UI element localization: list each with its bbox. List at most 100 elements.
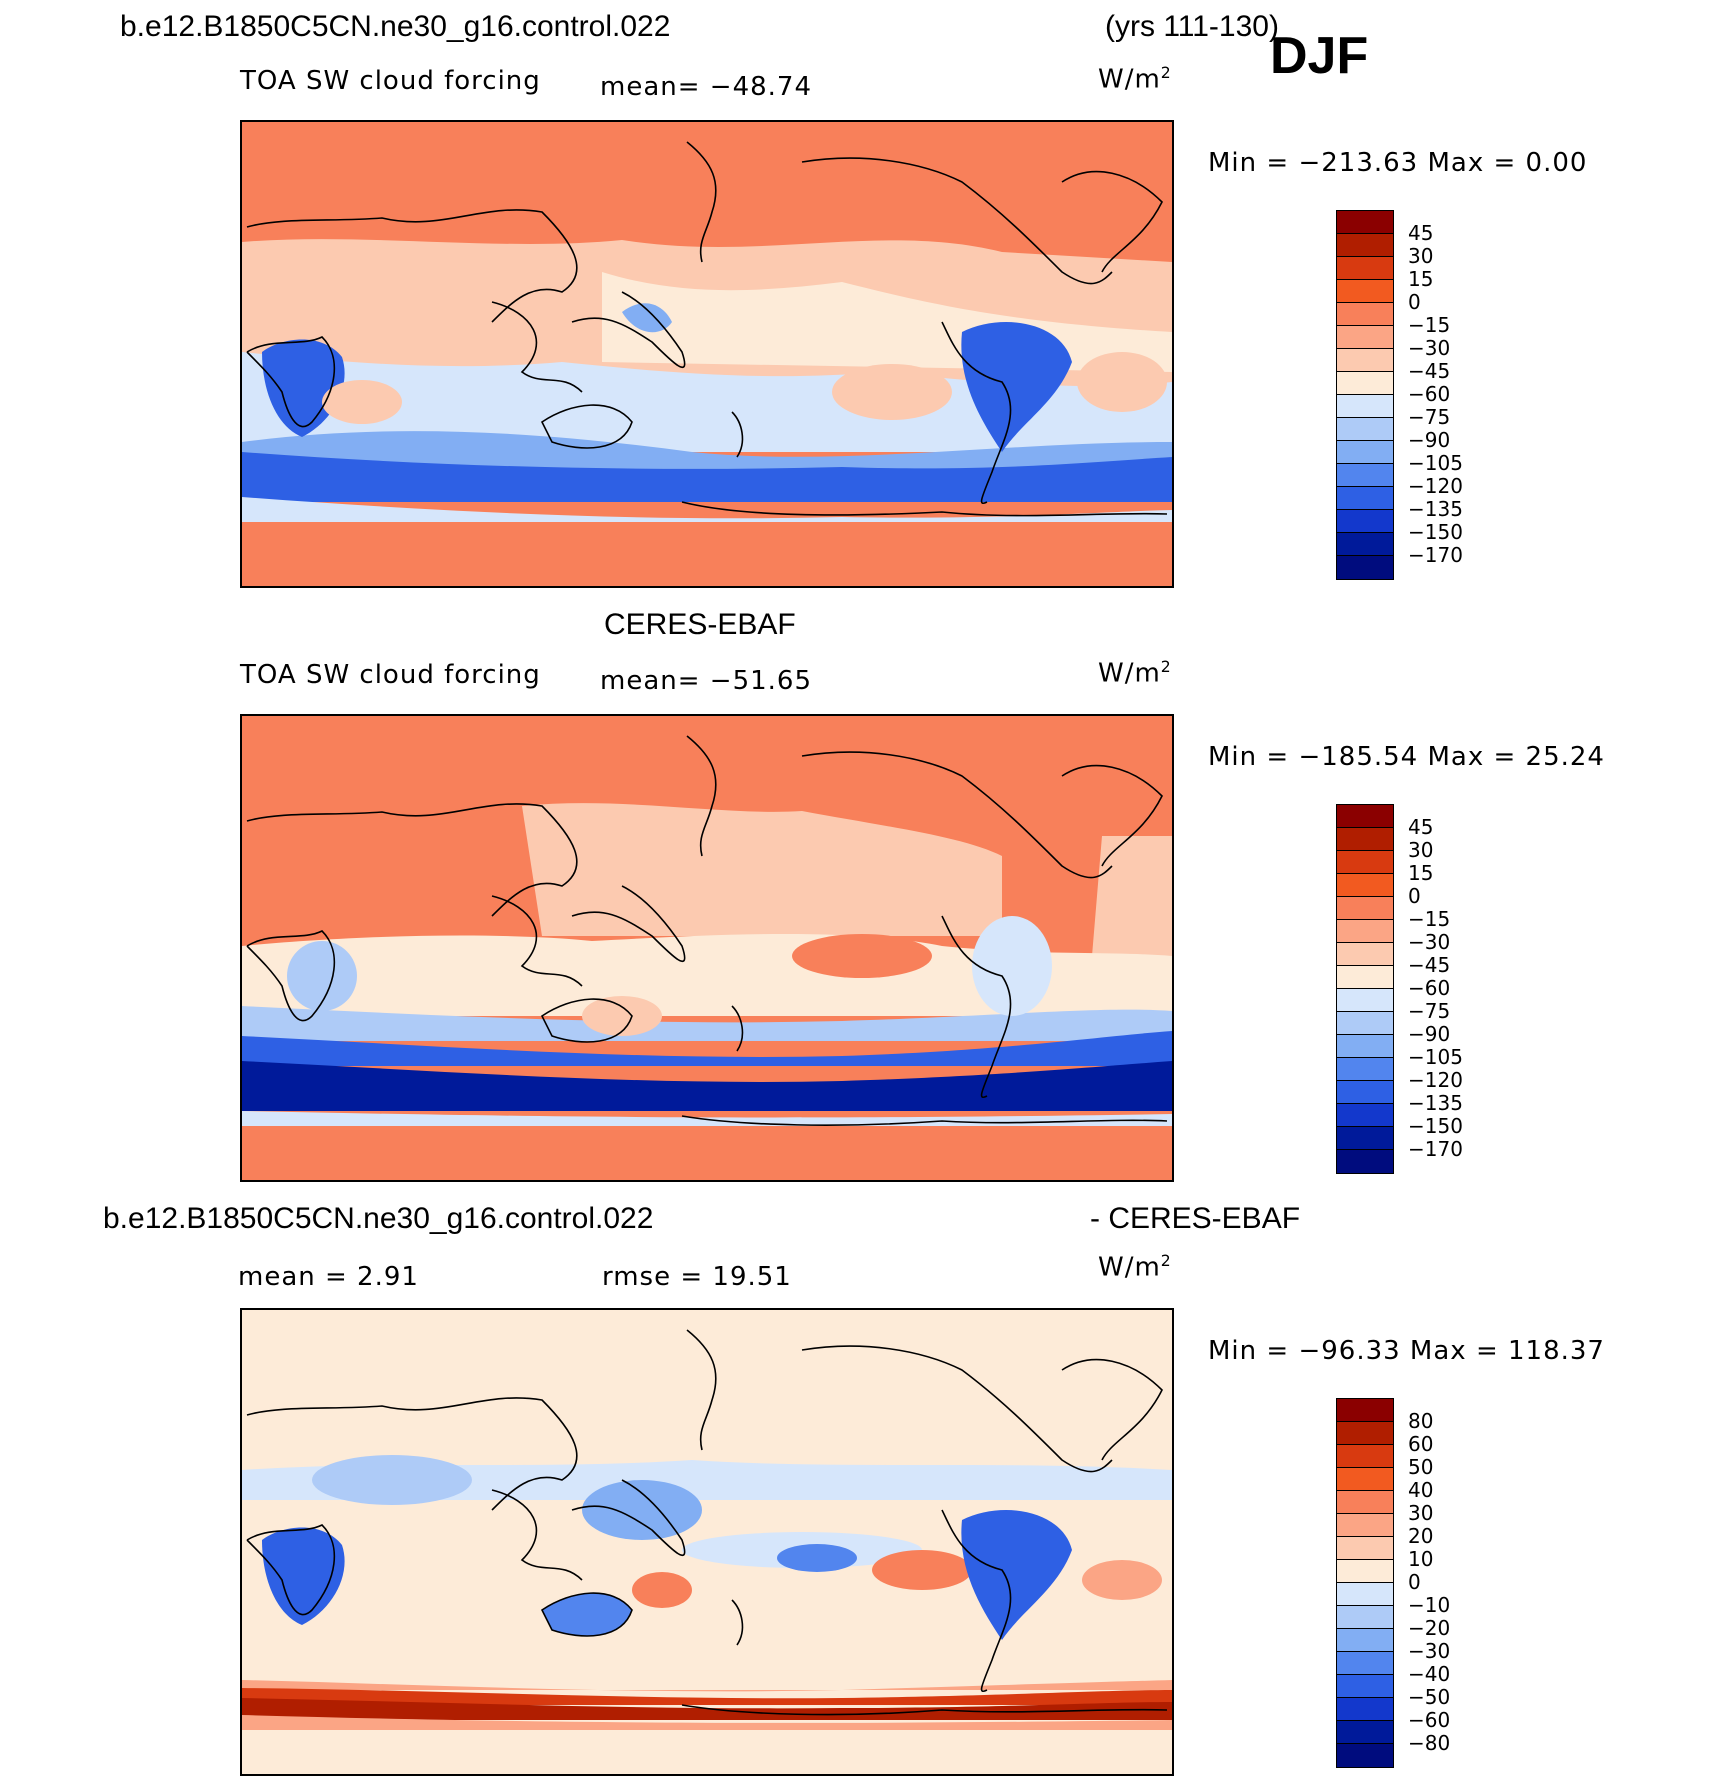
colorbar-label: −75 [1408, 999, 1451, 1023]
colorbar-label: −105 [1408, 1045, 1463, 1069]
colorbar-cell [1337, 1468, 1393, 1491]
panel2-title: CERES-EBAF [604, 608, 796, 641]
colorbar-label: 30 [1408, 244, 1434, 268]
colorbar-cell [1337, 1058, 1393, 1081]
colorbar-label: −120 [1408, 474, 1463, 498]
colorbar-cell [1337, 395, 1393, 418]
colorbar-label: −50 [1408, 1685, 1451, 1709]
colorbar-label: 30 [1408, 1501, 1434, 1525]
colorbar-cell [1337, 303, 1393, 326]
panel3-colorbar [1336, 1398, 1394, 1768]
colorbar-cell [1337, 487, 1393, 510]
colorbar-label: 0 [1408, 884, 1421, 908]
colorbar-cell [1337, 464, 1393, 487]
colorbar-cell [1337, 1698, 1393, 1721]
colorbar-cell [1337, 897, 1393, 920]
colorbar-cell [1337, 418, 1393, 441]
colorbar-label: −10 [1408, 1593, 1451, 1617]
panel1-units: W/m2 [1098, 64, 1172, 95]
panel2-map [240, 714, 1174, 1182]
colorbar-label: 20 [1408, 1524, 1434, 1548]
panel3-map [240, 1308, 1174, 1776]
panel1-mean: mean= −48.74 [600, 72, 813, 102]
colorbar-label: −90 [1408, 1022, 1451, 1046]
colorbar-cell [1337, 1537, 1393, 1560]
colorbar-cell [1337, 257, 1393, 280]
colorbar-label: 50 [1408, 1455, 1434, 1479]
panel1-colorbar [1336, 210, 1394, 580]
colorbar-label: 45 [1408, 815, 1434, 839]
colorbar-label: −60 [1408, 382, 1451, 406]
colorbar-label: −150 [1408, 1114, 1463, 1138]
panel3-rmse: rmse = 19.51 [602, 1262, 792, 1292]
colorbar-label: 45 [1408, 221, 1434, 245]
colorbar-cell [1337, 920, 1393, 943]
colorbar-cell [1337, 1652, 1393, 1675]
colorbar-label: 0 [1408, 1570, 1421, 1594]
colorbar-label: −135 [1408, 497, 1463, 521]
colorbar-label: −75 [1408, 405, 1451, 429]
colorbar-cell [1337, 1399, 1393, 1422]
colorbar-label: −135 [1408, 1091, 1463, 1115]
colorbar-cell [1337, 556, 1393, 579]
colorbar-label: −45 [1408, 953, 1451, 977]
colorbar-cell [1337, 1560, 1393, 1583]
panel1-variable: TOA SW cloud forcing [240, 66, 541, 96]
colorbar-label: 0 [1408, 290, 1421, 314]
panel2-colorbar [1336, 804, 1394, 1174]
colorbar-cell [1337, 234, 1393, 257]
colorbar-label: −60 [1408, 976, 1451, 1000]
colorbar-label: −170 [1408, 1137, 1463, 1161]
colorbar-cell [1337, 1035, 1393, 1058]
case-title: b.e12.B1850C5CN.ne30_g16.control.022 [120, 10, 671, 43]
colorbar-cell [1337, 874, 1393, 897]
panel3-title-left: b.e12.B1850C5CN.ne30_g16.control.022 [103, 1202, 654, 1235]
colorbar-label: 30 [1408, 838, 1434, 862]
colorbar-cell [1337, 1445, 1393, 1468]
colorbar-label: −45 [1408, 359, 1451, 383]
colorbar-cell [1337, 1514, 1393, 1537]
colorbar-cell [1337, 349, 1393, 372]
colorbar-label: 10 [1408, 1547, 1434, 1571]
panel3-minmax: Min = −96.33 Max = 118.37 [1208, 1336, 1605, 1366]
colorbar-label: −40 [1408, 1662, 1451, 1686]
colorbar-cell [1337, 989, 1393, 1012]
colorbar-label: −80 [1408, 1731, 1451, 1755]
colorbar-label: 15 [1408, 861, 1434, 885]
colorbar-cell [1337, 1081, 1393, 1104]
colorbar-cell [1337, 510, 1393, 533]
panel3-colorbar-labels: 80 60 50 40 30 20 10 0 −10 −20 −30 −40 −… [1408, 1410, 1450, 1755]
colorbar-label: −120 [1408, 1068, 1463, 1092]
colorbar-cell [1337, 280, 1393, 303]
panel3-title-right: - CERES-EBAF [1090, 1202, 1301, 1235]
years-label: (yrs 111-130) [1105, 10, 1279, 43]
colorbar-label: −150 [1408, 520, 1463, 544]
colorbar-cell [1337, 1629, 1393, 1652]
colorbar-cell [1337, 1104, 1393, 1127]
panel3-units: W/m2 [1098, 1252, 1172, 1283]
colorbar-cell [1337, 326, 1393, 349]
panel2-colorbar-labels: 45 30 15 0 −15 −30 −45 −60 −75 −90 −105 … [1408, 816, 1463, 1161]
colorbar-label: −20 [1408, 1616, 1451, 1640]
colorbar-cell [1337, 1012, 1393, 1035]
colorbar-cell [1337, 533, 1393, 556]
panel2-mean: mean= −51.65 [600, 666, 813, 696]
colorbar-cell [1337, 1491, 1393, 1514]
colorbar-label: −170 [1408, 543, 1463, 567]
colorbar-cell [1337, 441, 1393, 464]
colorbar-cell [1337, 1606, 1393, 1629]
panel2-minmax: Min = −185.54 Max = 25.24 [1208, 742, 1605, 772]
colorbar-label: −90 [1408, 428, 1451, 452]
panel1-minmax: Min = −213.63 Max = 0.00 [1208, 148, 1588, 178]
panel3-mean: mean = 2.91 [238, 1262, 419, 1292]
colorbar-cell [1337, 1721, 1393, 1744]
colorbar-label: 80 [1408, 1409, 1434, 1433]
season-label: DJF [1270, 27, 1369, 85]
colorbar-label: 15 [1408, 267, 1434, 291]
colorbar-cell [1337, 1744, 1393, 1767]
colorbar-label: −30 [1408, 336, 1451, 360]
colorbar-cell [1337, 211, 1393, 234]
colorbar-cell [1337, 1583, 1393, 1606]
colorbar-cell [1337, 1150, 1393, 1173]
colorbar-label: 40 [1408, 1478, 1434, 1502]
